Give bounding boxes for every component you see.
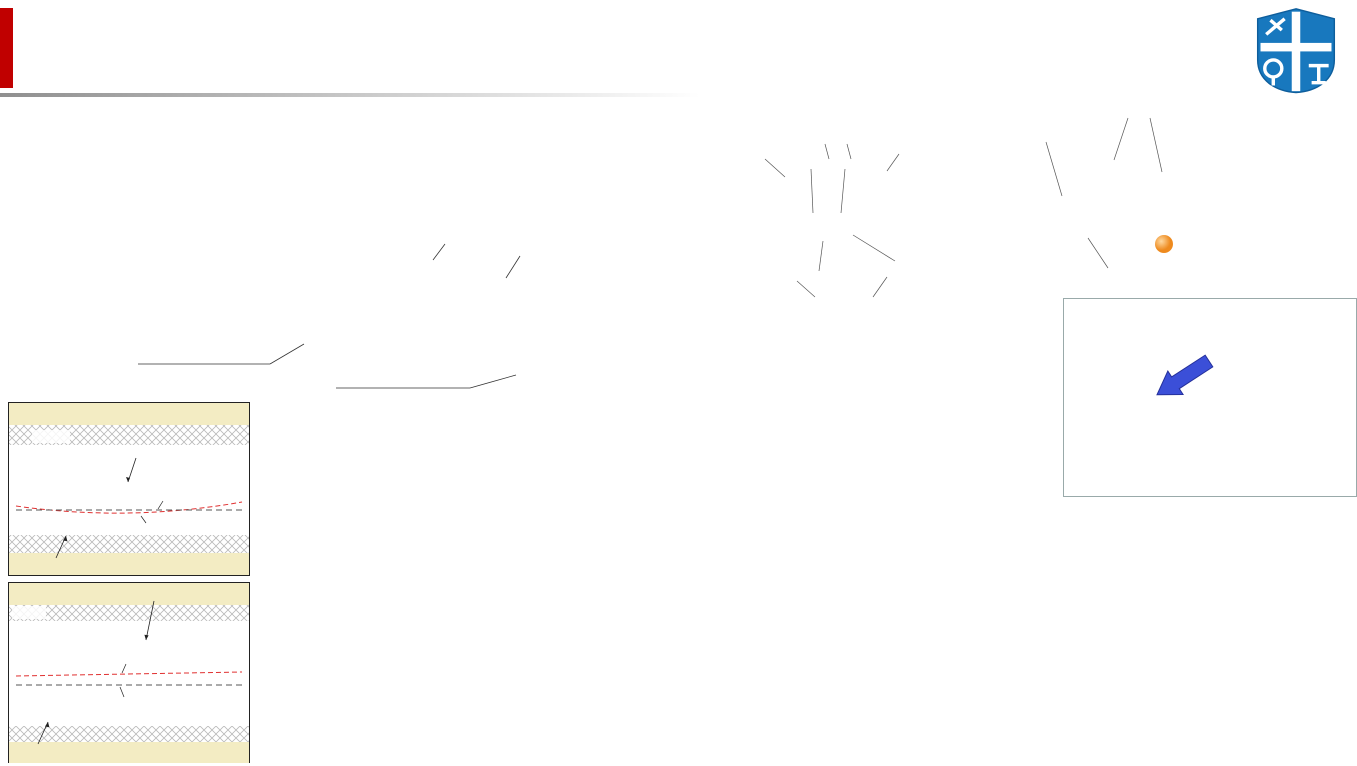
beam-model-diagram — [138, 243, 521, 389]
cross-section-curved — [8, 402, 250, 576]
chart-uplift — [288, 492, 626, 764]
title-accent-bar — [0, 8, 13, 88]
chart-opening — [978, 492, 1357, 764]
ansys-result-panel — [1063, 298, 1357, 497]
university-logo — [1253, 6, 1349, 94]
university-emblem-icon — [1256, 8, 1336, 94]
title-divider — [0, 93, 700, 97]
cross-section-staggered — [8, 582, 250, 763]
assembly-model-diagram — [1045, 117, 1173, 269]
bolt-legend-icon — [1155, 235, 1173, 253]
ring-model-diagram — [764, 143, 900, 298]
incremental-load-diagram — [583, 312, 1005, 498]
ansys-plot — [1156, 354, 1214, 396]
chart-dislocation — [628, 492, 976, 764]
load-diagram — [298, 390, 562, 500]
tunnelling-arrow-icon — [1156, 354, 1214, 396]
